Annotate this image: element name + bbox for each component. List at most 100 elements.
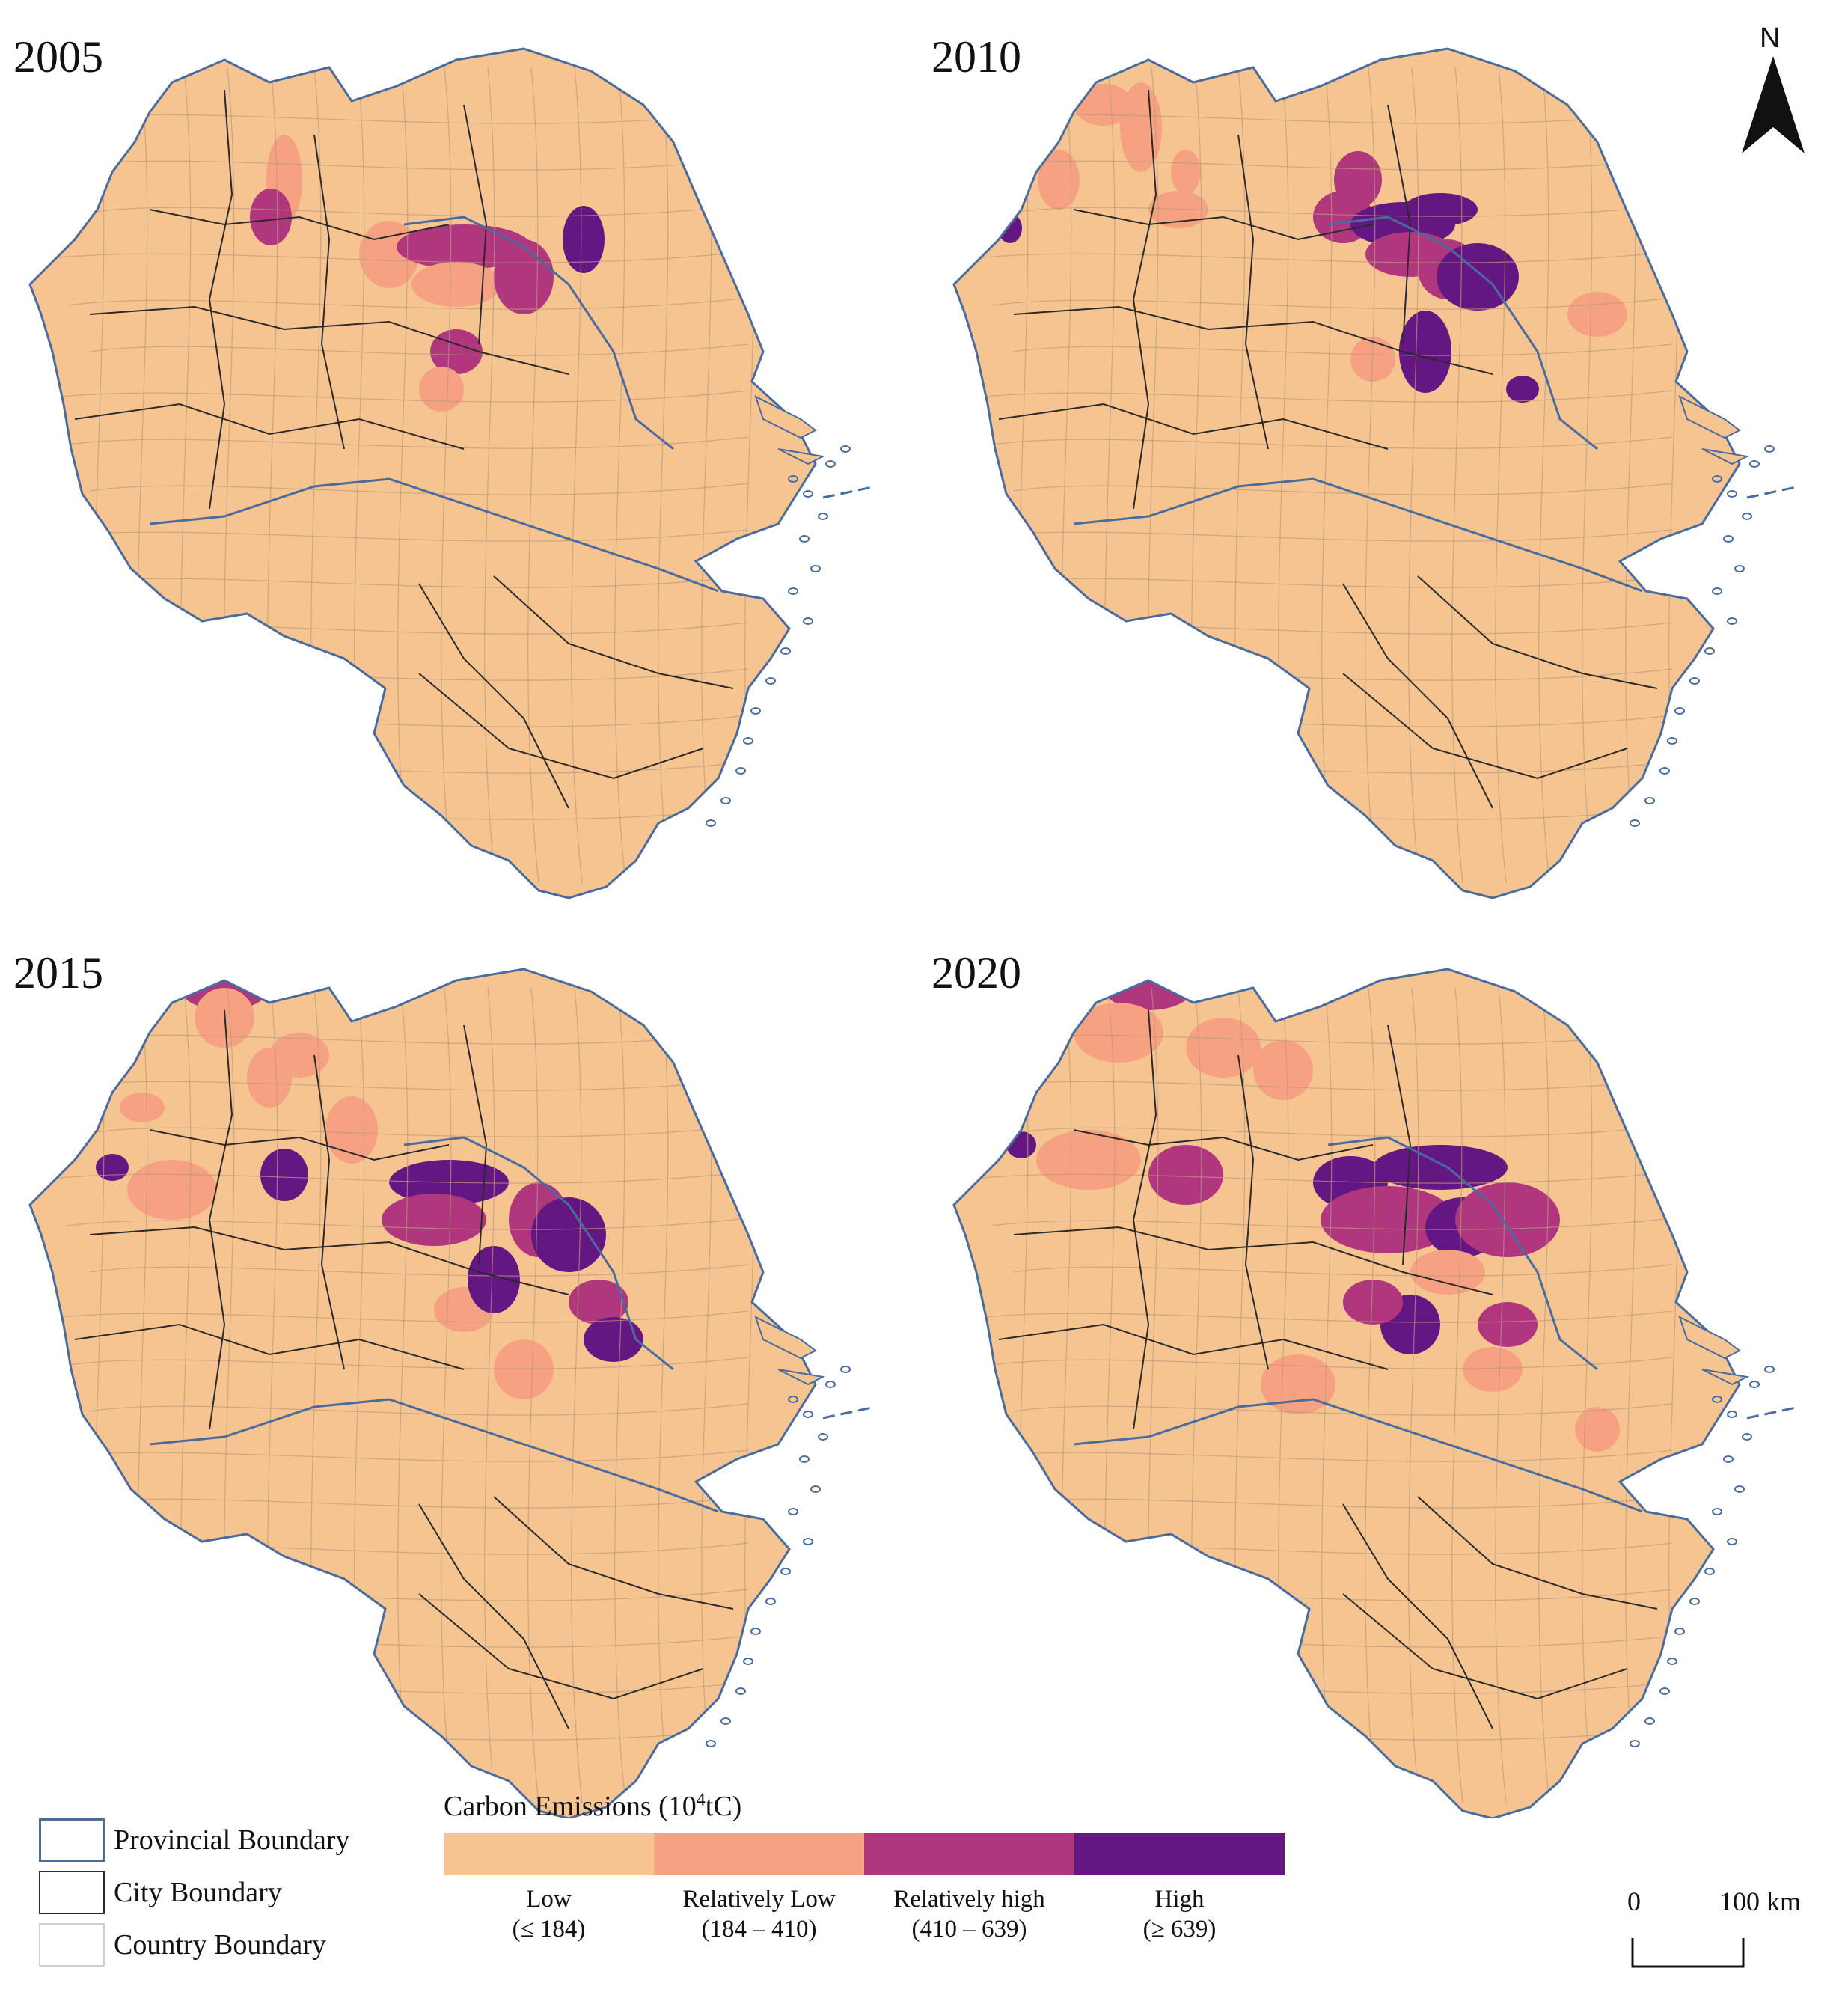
county-boundary-line (1495, 987, 1507, 1804)
island-mark (706, 819, 716, 827)
class-relatively-high: Relatively high (410 – 639) (864, 1884, 1074, 1944)
swatch-high (1074, 1833, 1285, 1875)
county-emission-patch (1455, 1182, 1560, 1257)
county-emission-patch (1373, 1145, 1508, 1190)
city-label: City Boundary (114, 1877, 282, 1908)
county-emission-patch (325, 1096, 378, 1164)
island-mark (799, 1455, 810, 1463)
scale-end-label: 100 km (1719, 1887, 1802, 1916)
county-boundary-line (89, 1125, 749, 1137)
island-mark (818, 513, 828, 520)
island-mark (1659, 1687, 1670, 1695)
north-arrow: N (1736, 22, 1811, 153)
class-range: (184 – 410) (701, 1916, 817, 1943)
region-outline (952, 968, 1741, 1818)
emissions-color-bar (444, 1833, 1285, 1875)
title-suffix: tC) (705, 1791, 742, 1822)
scale-bar: 0 100 km (1624, 1886, 1826, 1976)
class-name: Relatively high (893, 1886, 1045, 1913)
island-mark (803, 617, 813, 625)
county-boundary-line (397, 987, 409, 1804)
island-mark (780, 647, 791, 655)
island-mark (1644, 1717, 1655, 1725)
city-boundary-line (89, 305, 569, 375)
island-mark (720, 797, 731, 804)
island-mark (825, 460, 836, 468)
island-mark (1667, 737, 1677, 745)
map-panel-2005: 2005 (0, 0, 924, 920)
map-panel-2010: 2010 (924, 0, 1848, 920)
legend-provincial: Provincial Boundary (39, 1814, 350, 1866)
estuary-island (754, 395, 817, 439)
region-outline (28, 968, 817, 1818)
class-name: Relatively Low (682, 1886, 836, 1913)
island-mark (720, 1717, 731, 1725)
county-emission-patch (250, 189, 292, 245)
island-mark (743, 737, 753, 745)
estuary-island (1701, 448, 1750, 465)
island-mark (735, 767, 746, 775)
city-boundary-line (493, 575, 734, 689)
county-emission-patch (1186, 1018, 1261, 1078)
class-range: (410 – 639) (911, 1916, 1027, 1943)
island-mark (1712, 587, 1722, 595)
island-mark (1689, 677, 1700, 685)
county-emission-patch (419, 367, 464, 412)
city-boundary-line (1073, 209, 1374, 241)
county-boundary-line (571, 67, 583, 884)
city-boundary-line (1237, 1054, 1269, 1370)
panel-year-label: 2010 (931, 32, 1021, 82)
county-emission-patch (96, 1154, 129, 1181)
island-mark (799, 535, 810, 543)
country-swatch (39, 1923, 105, 1967)
county-boundary-line (991, 1078, 1673, 1091)
county-emission-patch (397, 224, 531, 269)
island-mark (788, 587, 798, 595)
county-emission-patch (1463, 1347, 1523, 1392)
county-boundary-line (1582, 67, 1594, 884)
map-2005 (28, 47, 876, 899)
county-boundary-line (1013, 1125, 1673, 1137)
island-mark (1689, 1598, 1700, 1605)
provincial-boundary-line (149, 1398, 719, 1513)
city-boundary-line (74, 403, 465, 450)
island-mark (1667, 1658, 1677, 1665)
county-boundary-line (44, 1449, 749, 1462)
legend-country: Country Boundary (39, 1919, 326, 1971)
north-arrow-icon (1742, 56, 1805, 153)
island-mark (788, 475, 798, 483)
city-boundary-line (89, 1226, 569, 1295)
island-mark (1727, 490, 1737, 498)
county-boundary-line (44, 529, 749, 542)
map-2015 (28, 968, 876, 1818)
county-emission-patch (1038, 150, 1080, 210)
city-boundary-line (1387, 1024, 1412, 1265)
county-boundary-line (1538, 987, 1550, 1804)
county-boundary-line (1538, 67, 1550, 884)
sea-boundary-dash (1746, 485, 1800, 499)
county-emission-patch (1567, 292, 1627, 337)
city-boundary-line (1417, 1496, 1658, 1610)
county-emission-patch (468, 1246, 520, 1313)
sea-boundary-dash (822, 485, 876, 499)
county-boundary-line (968, 251, 1673, 263)
county-boundary-line (397, 67, 409, 884)
city-boundary-line (998, 1323, 1389, 1370)
map-body (28, 968, 876, 1818)
island-mark (803, 490, 813, 498)
island-mark (750, 1628, 761, 1635)
island-mark (706, 1740, 716, 1747)
estuary-island (1678, 1316, 1741, 1360)
emission-patches (250, 135, 605, 412)
county-boundary-line (67, 1218, 749, 1230)
city-boundary-line (1073, 1129, 1374, 1161)
county-boundary-line (89, 204, 749, 217)
county-boundary-line (1451, 67, 1463, 884)
island-mark (1727, 1538, 1737, 1545)
map-2020 (952, 968, 1800, 1818)
county-boundary-line (44, 1171, 749, 1184)
city-boundary-line (463, 1024, 488, 1265)
county-boundary-line (658, 987, 670, 1804)
island-mark (1749, 460, 1760, 468)
island-mark (735, 1687, 746, 1695)
